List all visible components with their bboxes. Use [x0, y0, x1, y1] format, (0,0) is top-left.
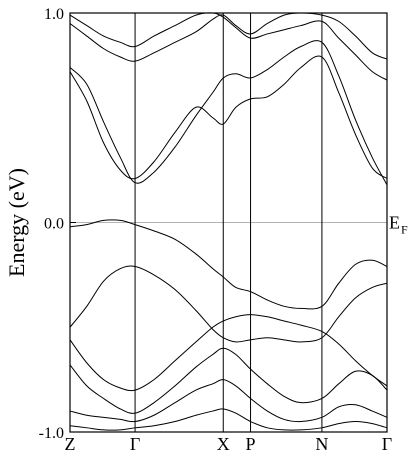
- x-symmetry-label: N: [315, 434, 328, 454]
- y-axis-label: Energy (eV): [4, 168, 29, 277]
- band-line-10: [69, 408, 388, 431]
- y-tick-label: -1.0: [39, 425, 64, 442]
- band-line-8: [69, 347, 388, 414]
- band-line-5: [69, 219, 388, 310]
- y-tick-label: 1.0: [44, 6, 64, 23]
- band-line-1: [69, 55, 388, 180]
- band-line-9: [69, 379, 388, 423]
- x-symmetry-label: P: [246, 434, 256, 454]
- x-symmetry-label: Z: [65, 434, 76, 454]
- y-tick-label: 0.0: [44, 216, 64, 233]
- band-line-7: [69, 314, 388, 392]
- x-symmetry-label: Γ: [130, 434, 140, 454]
- fermi-level-subscript: F: [401, 223, 408, 237]
- fermi-level-label: E: [389, 213, 400, 233]
- band-line-4: [69, 12, 388, 81]
- band-line-2: [69, 40, 388, 186]
- band-line-3: [69, 12, 388, 62]
- band-line-6: [69, 265, 388, 343]
- x-symmetry-label: Γ: [382, 434, 392, 454]
- x-symmetry-label: X: [217, 434, 230, 454]
